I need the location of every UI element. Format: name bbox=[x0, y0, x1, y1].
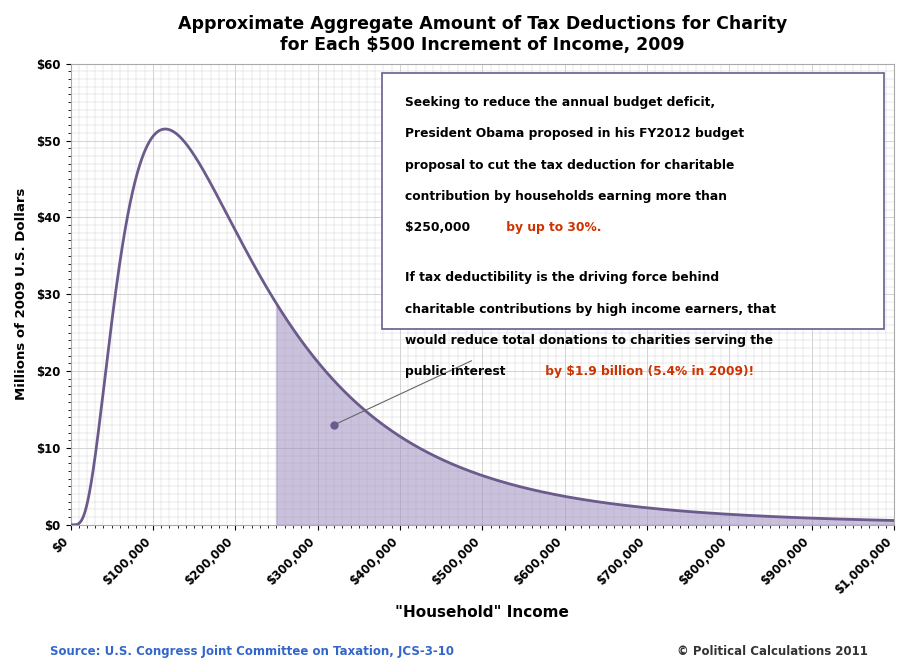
Text: contribution by households earning more than: contribution by households earning more … bbox=[405, 190, 727, 203]
Text: would reduce total donations to charities serving the: would reduce total donations to charitie… bbox=[405, 334, 773, 347]
Text: Source: U.S. Congress Joint Committee on Taxation, JCS-3-10: Source: U.S. Congress Joint Committee on… bbox=[50, 644, 454, 658]
Text: © Political Calculations 2011: © Political Calculations 2011 bbox=[677, 644, 868, 658]
Text: If tax deductibility is the driving force behind: If tax deductibility is the driving forc… bbox=[405, 271, 719, 284]
Text: proposal to cut the tax deduction for charitable: proposal to cut the tax deduction for ch… bbox=[405, 159, 734, 172]
Title: Approximate Aggregate Amount of Tax Deductions for Charity
for Each $500 Increme: Approximate Aggregate Amount of Tax Dedu… bbox=[177, 15, 787, 54]
Text: $250,000: $250,000 bbox=[405, 221, 470, 235]
FancyBboxPatch shape bbox=[382, 73, 884, 329]
Y-axis label: Millions of 2009 U.S. Dollars: Millions of 2009 U.S. Dollars bbox=[15, 188, 28, 401]
Text: charitable contributions by high income earners, that: charitable contributions by high income … bbox=[405, 303, 776, 315]
Text: by $1.9 billion (5.4% in 2009)!: by $1.9 billion (5.4% in 2009)! bbox=[541, 366, 754, 378]
Text: Seeking to reduce the annual budget deficit,: Seeking to reduce the annual budget defi… bbox=[405, 96, 715, 109]
X-axis label: "Household" Income: "Household" Income bbox=[395, 605, 569, 619]
Text: by up to 30%.: by up to 30%. bbox=[502, 221, 602, 235]
Text: public interest: public interest bbox=[405, 366, 505, 378]
Text: President Obama proposed in his FY2012 budget: President Obama proposed in his FY2012 b… bbox=[405, 128, 744, 140]
